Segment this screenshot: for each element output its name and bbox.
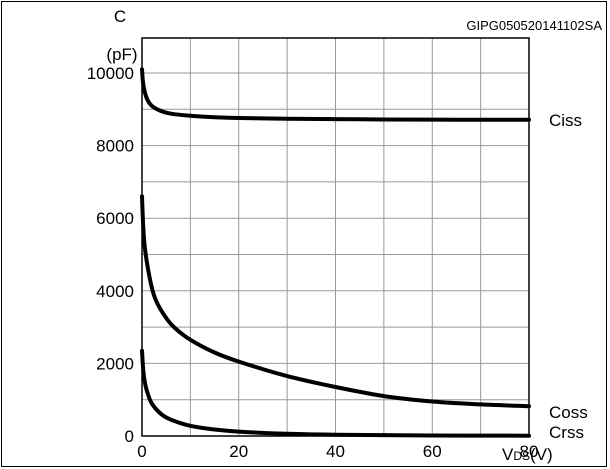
series-label-crss: Crss <box>549 423 584 442</box>
figure-code: GIPG050520141102SA <box>466 18 602 33</box>
series-line-crss <box>140 348 531 438</box>
x-axis-label-main: V <box>502 445 514 464</box>
x-tick-label: 60 <box>423 442 442 461</box>
y-tick-label: 0 <box>125 427 134 446</box>
x-tick-label: 80 <box>520 442 539 461</box>
x-tick-label: 40 <box>326 442 345 461</box>
y-axis-label-line2: (pF) <box>106 45 137 64</box>
y-tick-label: 4000 <box>96 282 134 301</box>
y-tick-label: 10000 <box>87 64 134 83</box>
x-axis-label-unit: (V) <box>530 445 553 464</box>
x-tick-label: 20 <box>229 442 248 461</box>
series-label-ciss: Ciss <box>549 111 582 130</box>
series-line-ciss <box>140 67 531 122</box>
y-tick-label: 2000 <box>96 354 134 373</box>
x-axis-label-sub: DS <box>513 449 530 463</box>
x-tick-label: 0 <box>137 442 146 461</box>
y-tick-label: 8000 <box>96 137 134 156</box>
y-tick-label: 6000 <box>96 209 134 228</box>
series-label-coss: Coss <box>549 403 588 422</box>
grid <box>142 38 530 436</box>
tick-labels: 0 20 40 60 80 0 2000 4000 6000 8000 10000 <box>87 64 539 461</box>
x-axis-label: VDS(V) <box>502 445 553 464</box>
series-line-coss <box>140 194 531 409</box>
y-axis-label-line1: C <box>114 7 126 26</box>
plot-area-border <box>141 37 530 437</box>
series-layer <box>140 67 531 438</box>
